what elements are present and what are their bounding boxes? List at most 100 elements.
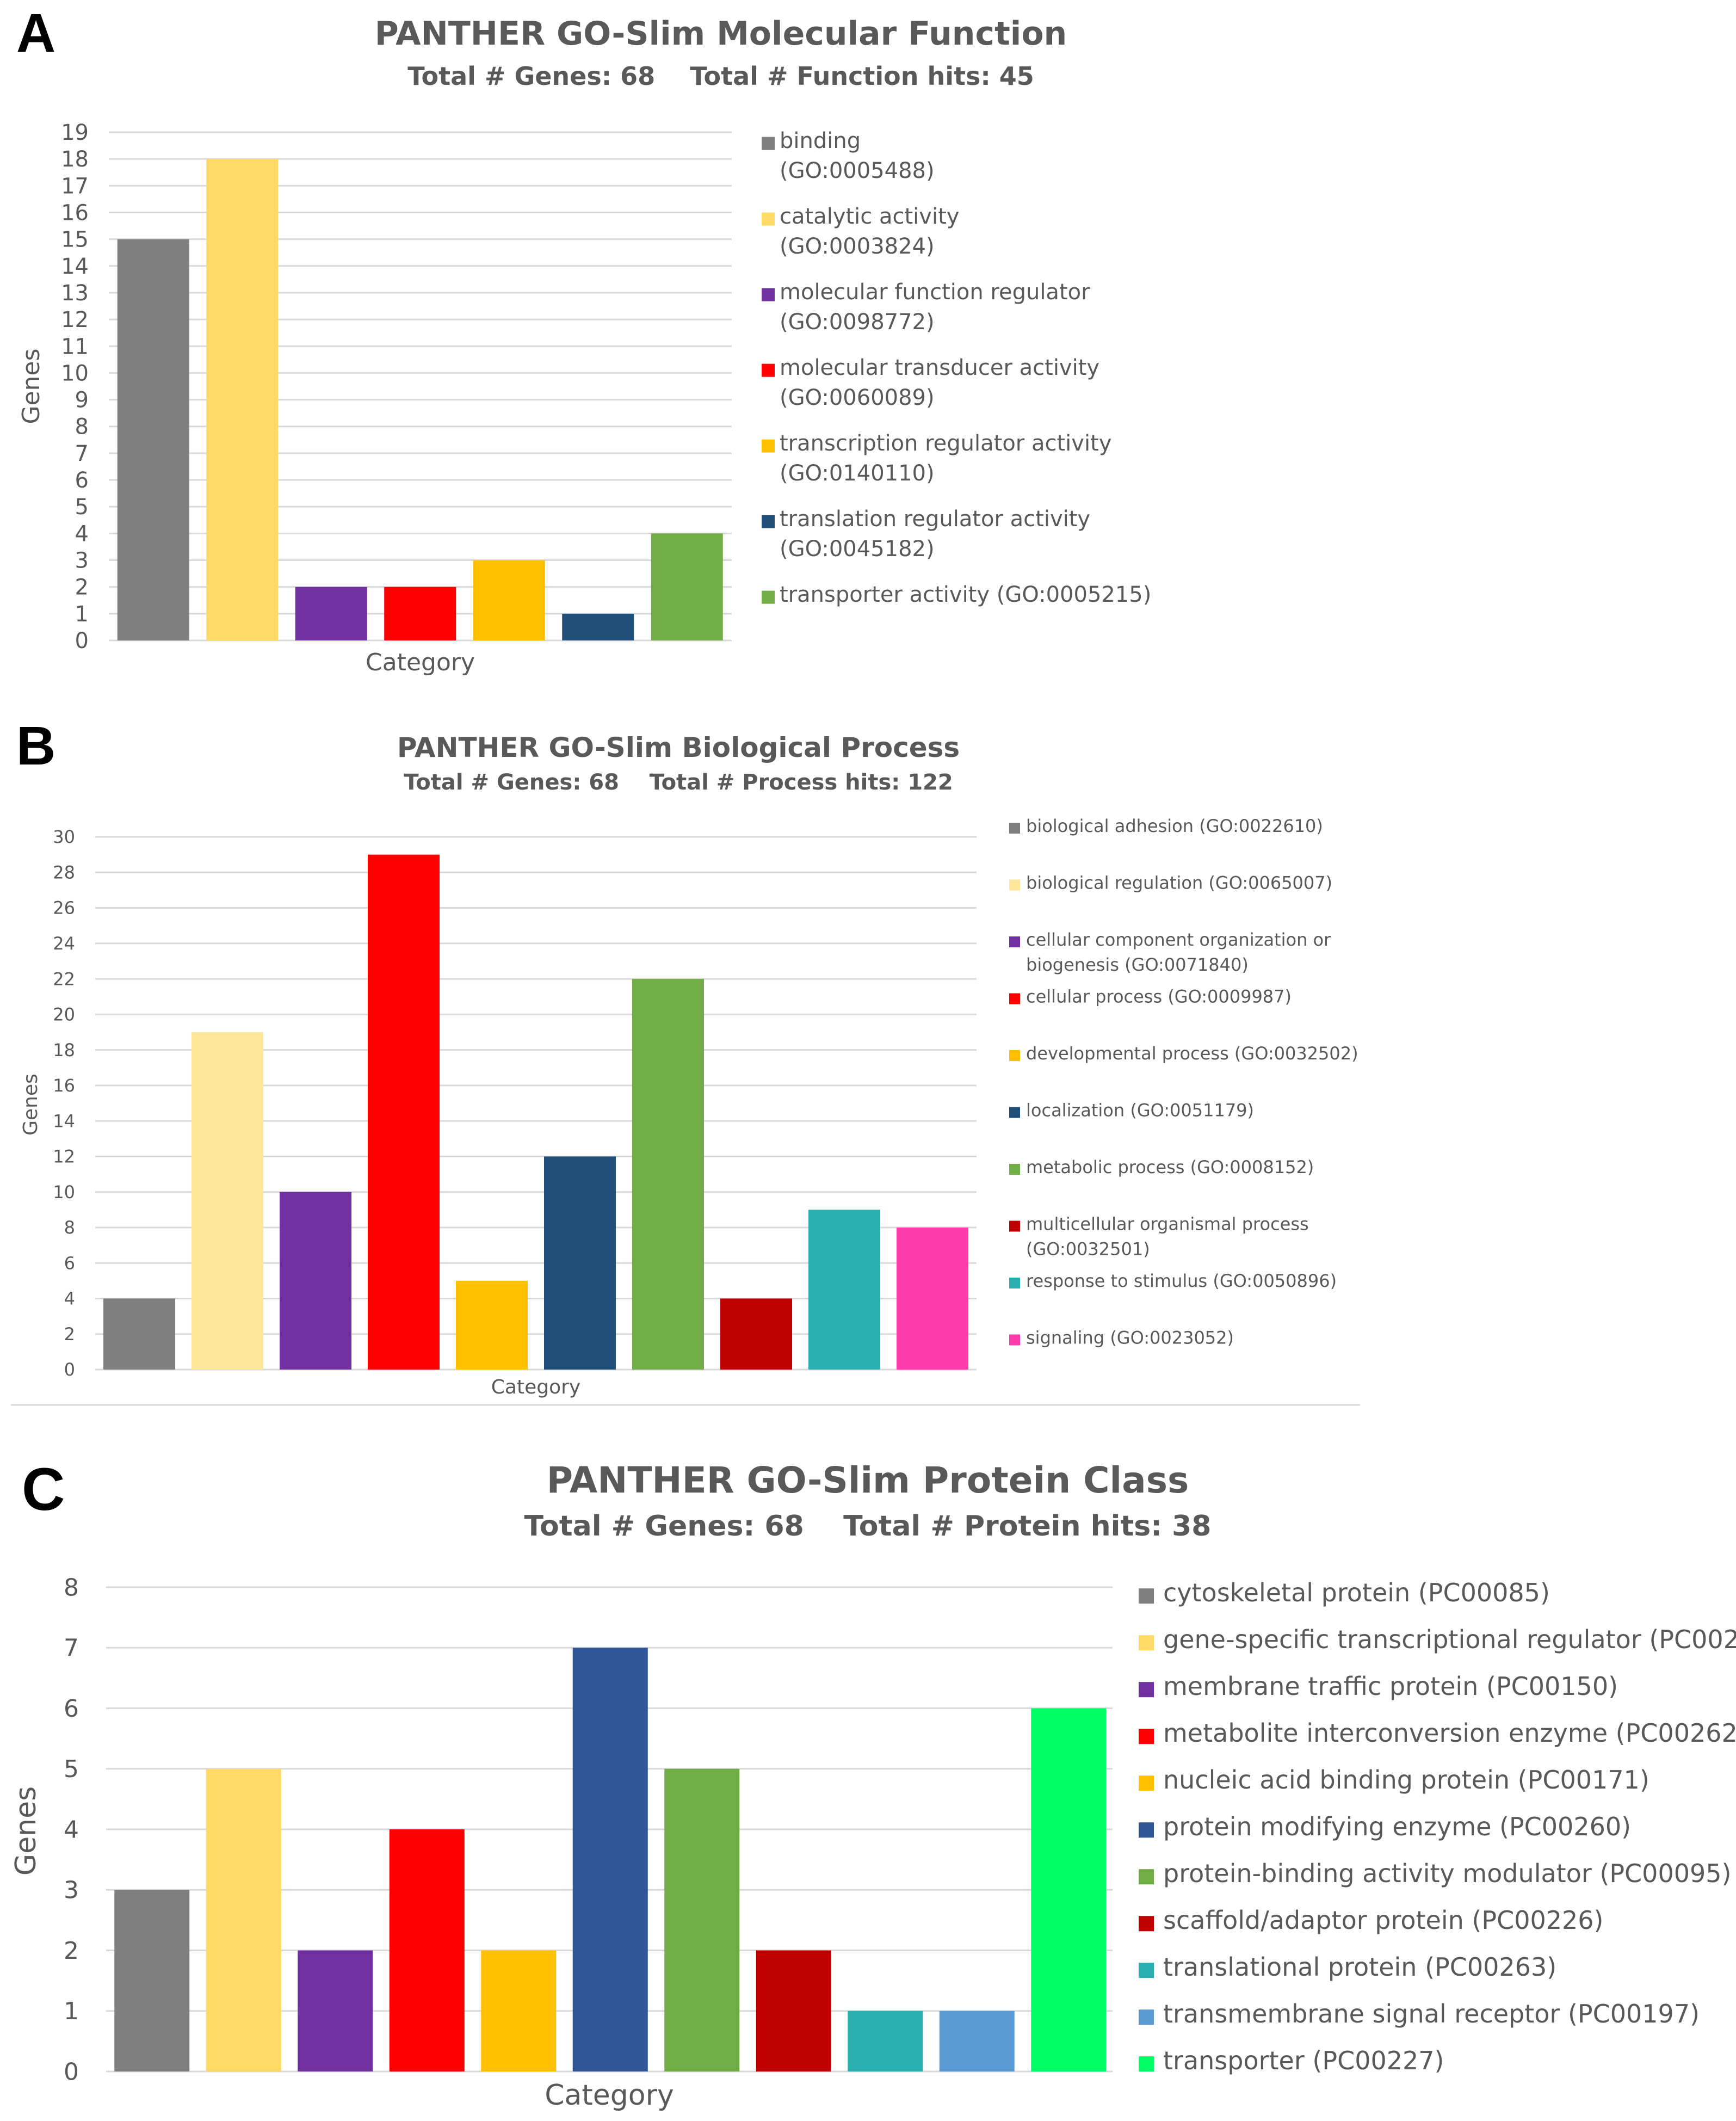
legend-swatch xyxy=(762,212,775,226)
legend-swatch xyxy=(1139,1729,1154,1744)
legend-swatch xyxy=(1139,2009,1154,2025)
y-tick-label: 18 xyxy=(53,1040,75,1060)
x-axis-title: Category xyxy=(545,2079,674,2112)
y-tick-label: 12 xyxy=(61,307,89,332)
bar xyxy=(298,1950,373,2071)
legend-swatch xyxy=(762,137,775,150)
legend-swatch xyxy=(1139,1916,1154,1932)
bar xyxy=(384,587,456,640)
y-tick-label: 0 xyxy=(64,2058,79,2086)
y-tick-label: 24 xyxy=(53,933,75,954)
y-tick-label: 3 xyxy=(75,548,89,574)
legend-swatch xyxy=(762,439,775,453)
chart-title: PANTHER GO-Slim Protein Class xyxy=(547,1459,1189,1501)
y-tick-label: 15 xyxy=(61,227,89,252)
y-tick-label: 13 xyxy=(61,281,89,306)
legend-label-code: (GO:0003824) xyxy=(780,234,935,259)
bar xyxy=(191,1032,263,1370)
legend-swatch xyxy=(1009,1278,1020,1288)
legend-label: metabolite interconversion enzyme (PC002… xyxy=(1163,1718,1736,1748)
y-tick-label: 6 xyxy=(64,1253,75,1273)
y-tick-label: 11 xyxy=(61,334,89,359)
legend-label: cytoskeletal protein (PC00085) xyxy=(1163,1578,1550,1607)
legend-label: biological adhesion (GO:0022610) xyxy=(1026,816,1323,836)
y-tick-label: 4 xyxy=(64,1816,79,1843)
legend-swatch xyxy=(1009,993,1020,1004)
legend-label: cellular component organization or xyxy=(1026,929,1331,950)
legend-swatch xyxy=(762,288,775,301)
bar xyxy=(720,1298,792,1370)
legend-swatch xyxy=(1009,1164,1020,1175)
legend-label: gene-specific transcriptional regulator … xyxy=(1163,1625,1736,1654)
y-axis-title: Genes xyxy=(10,1786,42,1876)
legend-label: translation regulator activity xyxy=(780,507,1090,532)
bar xyxy=(664,1768,740,2071)
bar xyxy=(632,979,704,1370)
y-tick-label: 8 xyxy=(64,1574,79,1601)
legend-swatch xyxy=(762,590,775,604)
bar xyxy=(848,2011,923,2071)
y-tick-label: 1 xyxy=(64,1997,79,2025)
y-tick-label: 16 xyxy=(53,1075,75,1096)
bar xyxy=(562,613,634,640)
bar xyxy=(280,1192,351,1370)
y-tick-label: 0 xyxy=(75,628,89,653)
legend-label: binding xyxy=(780,128,861,153)
legend-label: nucleic acid binding protein (PC00171) xyxy=(1163,1765,1649,1795)
legend-swatch xyxy=(1139,2056,1154,2072)
legend-label: scaffold/adaptor protein (PC00226) xyxy=(1163,1906,1603,1935)
legend-label: transporter (PC00227) xyxy=(1163,2046,1444,2075)
y-tick-label: 22 xyxy=(53,969,75,989)
panel-letter: A xyxy=(16,3,55,64)
bar xyxy=(544,1156,616,1370)
legend-swatch xyxy=(1139,1869,1154,1885)
legend-swatch xyxy=(1009,879,1020,891)
legend-label: cellular process (GO:0009987) xyxy=(1026,986,1292,1007)
y-tick-label: 8 xyxy=(64,1217,75,1238)
bar xyxy=(103,1298,175,1370)
bar xyxy=(808,1210,880,1370)
y-tick-label: 28 xyxy=(53,862,75,883)
bar xyxy=(114,1890,190,2071)
panel-letter: C xyxy=(22,1456,65,1523)
legend-swatch xyxy=(1139,1963,1154,1978)
y-tick-label: 4 xyxy=(75,521,89,546)
y-tick-label: 0 xyxy=(64,1359,75,1380)
legend-label: localization (GO:0051179) xyxy=(1026,1100,1254,1121)
legend-label-code: (GO:0098772) xyxy=(780,310,935,335)
y-tick-label: 1 xyxy=(75,602,89,627)
legend-swatch xyxy=(1139,1682,1154,1698)
bar xyxy=(295,587,367,640)
legend-swatch xyxy=(1009,1334,1020,1346)
y-tick-label: 8 xyxy=(75,415,89,440)
y-tick-label: 6 xyxy=(64,1695,79,1723)
legend-swatch xyxy=(762,515,775,528)
y-tick-label: 26 xyxy=(53,898,75,918)
chart-subtitle: Total # Genes: 68 Total # Protein hits: … xyxy=(524,1510,1211,1543)
x-axis-title: Category xyxy=(366,649,475,676)
y-tick-label: 4 xyxy=(64,1288,75,1309)
legend-swatch xyxy=(1009,1050,1020,1061)
legend-swatch xyxy=(1009,1107,1020,1118)
bar xyxy=(456,1280,528,1370)
y-axis-title: Genes xyxy=(17,348,45,424)
bar xyxy=(897,1227,968,1370)
bar xyxy=(389,1829,465,2071)
legend-label: metabolic process (GO:0008152) xyxy=(1026,1157,1314,1177)
chart-title: PANTHER GO-Slim Molecular Function xyxy=(375,15,1067,53)
bar xyxy=(368,854,440,1370)
bar xyxy=(206,159,279,640)
legend-label: developmental process (GO:0032502) xyxy=(1026,1043,1358,1064)
chart-subtitle: Total # Genes: 68 Total # Function hits:… xyxy=(407,61,1034,91)
y-tick-label: 19 xyxy=(61,120,89,145)
y-tick-label: 14 xyxy=(61,254,89,279)
legend-label: response to stimulus (GO:0050896) xyxy=(1026,1271,1337,1291)
y-tick-label: 20 xyxy=(53,1004,75,1025)
legend-swatch xyxy=(1139,1775,1154,1791)
legend-label: protein-binding activity modulator (PC00… xyxy=(1163,1859,1731,1888)
legend-label-code: (GO:0045182) xyxy=(780,537,935,562)
legend-label-code: (GO:0060089) xyxy=(780,385,935,410)
legend-label: signaling (GO:0023052) xyxy=(1026,1328,1234,1348)
legend-swatch xyxy=(1139,1822,1154,1838)
